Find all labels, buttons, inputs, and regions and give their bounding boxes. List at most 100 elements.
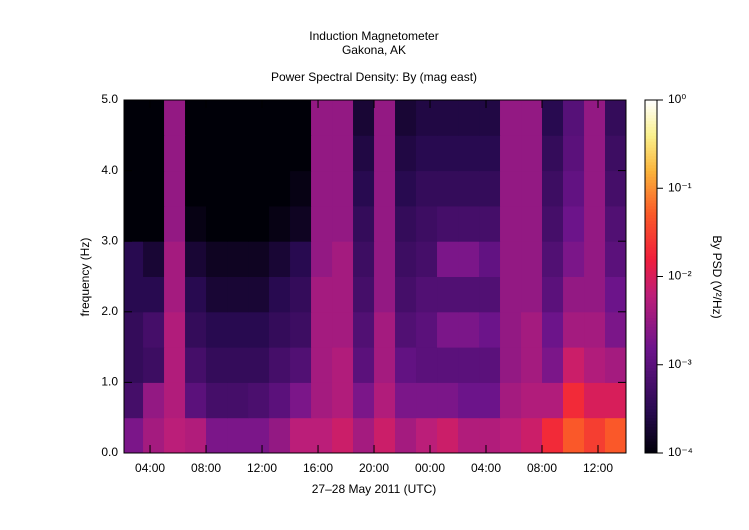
heat-cell <box>395 417 417 453</box>
colorbar-step <box>645 232 657 236</box>
colorbar-step <box>645 117 657 122</box>
colorbar-step <box>645 132 657 136</box>
heat-cell <box>227 276 249 313</box>
heat-cell <box>332 417 354 453</box>
colorbar-step <box>645 405 657 410</box>
colorbar-step <box>645 411 657 416</box>
heat-cell <box>605 100 626 136</box>
heat-cell <box>374 311 396 348</box>
heat-cell <box>206 100 228 136</box>
colorbar-step <box>645 450 657 454</box>
heat-cell <box>416 100 438 136</box>
heat-cell <box>521 417 543 453</box>
heat-cell <box>290 135 312 172</box>
heat-cell <box>416 347 438 383</box>
y-tick-label: 2.0 <box>101 304 118 318</box>
heat-cell <box>521 170 543 207</box>
heat-cell <box>143 100 165 136</box>
colorbar-step <box>645 120 657 125</box>
heat-cell <box>269 100 291 136</box>
heat-cell <box>290 100 312 136</box>
heat-cell <box>206 241 228 277</box>
colorbar-step <box>645 147 657 151</box>
colorbar-step <box>645 223 657 227</box>
plot-frame <box>123 99 627 454</box>
heat-cell <box>584 311 606 348</box>
heat-cell <box>143 135 165 172</box>
colorbar-step <box>645 350 657 354</box>
heat-cell <box>248 241 270 277</box>
x-tick-label: 12:00 <box>583 461 613 475</box>
colorbar-step <box>645 276 657 280</box>
heat-cell <box>437 417 459 453</box>
heat-cell <box>479 417 501 453</box>
x-axis-label: 27–28 May 2011 (UTC) <box>312 482 437 496</box>
colorbar-step <box>645 420 657 425</box>
colorbar-step <box>645 341 657 345</box>
heat-cell <box>584 170 606 207</box>
heat-cell <box>563 276 585 313</box>
heat-cell <box>437 205 459 242</box>
heat-cell <box>311 135 333 172</box>
heat-cell <box>542 311 564 348</box>
heat-cell <box>584 382 606 419</box>
heat-cell <box>416 276 438 313</box>
chart-title: Induction Magnetometer <box>309 29 438 43</box>
colorbar-step <box>645 179 657 183</box>
heat-cell <box>248 382 270 419</box>
heat-cell <box>311 347 333 383</box>
heat-cell <box>227 241 249 277</box>
heat-cell <box>206 135 228 172</box>
heat-cell <box>185 311 207 348</box>
colorbar-step <box>645 385 657 389</box>
heat-cell <box>374 135 396 172</box>
heat-cell <box>521 135 543 172</box>
heat-cell <box>563 170 585 207</box>
colorbar-step <box>645 217 657 222</box>
heat-cell <box>395 382 417 419</box>
heat-cell <box>479 276 501 313</box>
colorbar-step <box>645 288 657 292</box>
heat-cell <box>248 135 270 172</box>
heat-cell <box>164 170 186 207</box>
colorbar-step <box>645 361 657 366</box>
heat-cell <box>563 100 585 136</box>
heat-cell <box>164 241 186 277</box>
colorbar-step <box>645 391 657 395</box>
y-tick-label: 1.0 <box>101 375 118 389</box>
colorbar-step <box>645 279 657 283</box>
colorbar-step <box>645 123 657 127</box>
heat-cell <box>332 347 354 383</box>
heat-cell <box>479 135 501 172</box>
heat-cell <box>143 311 165 348</box>
heat-cell <box>227 100 249 136</box>
heat-cell <box>248 347 270 383</box>
heat-cell <box>206 311 228 348</box>
heat-cell <box>437 170 459 207</box>
heat-cell <box>437 135 459 172</box>
y-tick-label: 3.0 <box>101 233 118 247</box>
colorbar-step <box>645 244 657 248</box>
heat-cell <box>500 135 522 172</box>
heat-cell <box>332 170 354 207</box>
colorbar-step <box>645 211 657 216</box>
heat-cell <box>584 241 606 277</box>
colorbar-step <box>645 417 657 422</box>
heat-cell <box>206 382 228 419</box>
colorbar-step <box>645 408 657 413</box>
colorbar-step <box>645 173 657 177</box>
colorbar-step <box>645 311 657 316</box>
colorbar-step <box>645 432 657 436</box>
heat-cell <box>437 100 459 136</box>
heat-cell <box>605 205 626 242</box>
heat-cell <box>332 276 354 313</box>
colorbar-step <box>645 270 657 275</box>
heat-cell <box>164 135 186 172</box>
colorbar-step <box>645 438 657 442</box>
heat-cell <box>437 241 459 277</box>
heat-cell <box>542 100 564 136</box>
heat-cell <box>124 170 144 207</box>
heat-cell <box>605 276 626 313</box>
heat-cell <box>185 135 207 172</box>
